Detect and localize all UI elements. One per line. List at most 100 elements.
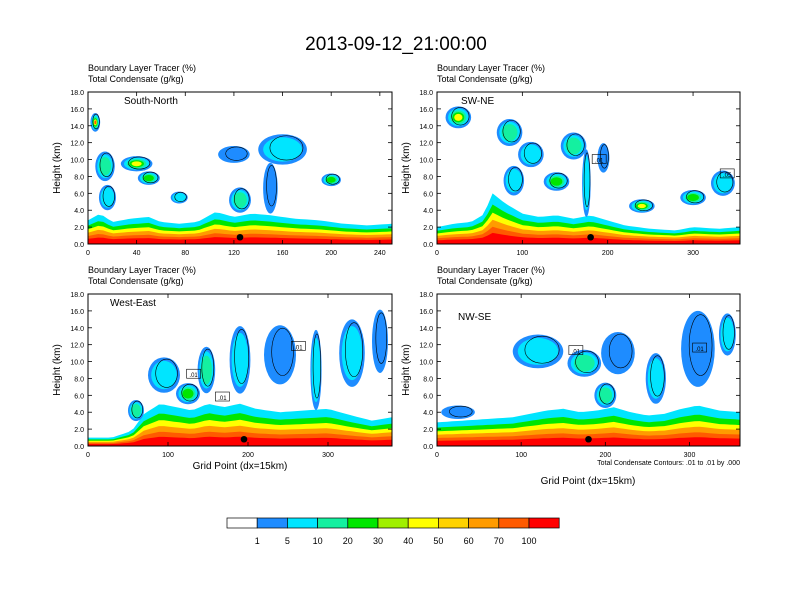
panel-title: West-East [110, 298, 156, 309]
colorbar: 1 5 10 20 30 40 50 60 70 100 [226, 517, 560, 546]
tracer-blob [263, 137, 303, 162]
y-tick-label: 18.0 [419, 292, 433, 299]
y-tick-label: 10.0 [70, 158, 84, 165]
tracer-field: .01 .05 [437, 106, 740, 244]
condensate-contour [131, 400, 144, 419]
location-marker [236, 233, 244, 241]
colorbar-label: 30 [373, 536, 383, 546]
panel-title: South-North [124, 96, 178, 107]
y-tick-label: 12.0 [70, 141, 84, 148]
y-tick-label: 12.0 [70, 343, 84, 350]
contour-label-box [719, 168, 735, 179]
boundary-layer-band [88, 237, 392, 244]
plot-frame [87, 91, 393, 245]
condensate-contour [102, 185, 115, 207]
condensate-contour [549, 172, 568, 189]
y-tick-label: 4.0 [423, 208, 433, 215]
y-tick-label: 14.0 [70, 124, 84, 131]
condensate-contour [451, 107, 470, 126]
y-tick-label: 16.0 [419, 309, 433, 316]
x-tick-label: 300 [322, 452, 334, 459]
tracer-blob [573, 354, 595, 372]
colorbar-swatch [407, 517, 439, 529]
tracer-blob [550, 177, 563, 186]
panel-label-condensate: Total Condensate (g/kg) [88, 276, 184, 286]
condensate-contour [523, 142, 542, 164]
x-tick-label: 200 [602, 250, 614, 257]
y-tick-label: 18.0 [419, 90, 433, 97]
tracer-blob [597, 143, 610, 173]
tracer-blob [441, 405, 475, 419]
x-tick-label: 120 [228, 250, 240, 257]
colorbar-label: 40 [403, 536, 413, 546]
location-marker [585, 435, 592, 443]
x-tick-label: 40 [133, 250, 141, 257]
condensate-contour [269, 135, 304, 161]
colorbar-label: 1 [255, 536, 260, 546]
y-tick-label: 10.0 [419, 158, 433, 165]
y-tick-label: 8.0 [74, 174, 84, 181]
colorbar-swatch [498, 517, 530, 529]
axes: 0.0 2.0 4.0 6.0 8.0 10.0 12.0 14.0 16.0 18.0 0 40 80… [70, 90, 392, 257]
condensate-contour [686, 190, 705, 204]
condensate-contour [650, 355, 665, 397]
condensate-contour [225, 146, 248, 161]
condensate-contour [722, 315, 735, 350]
condensate-contour [502, 120, 521, 143]
panel-title: SW-NE [461, 96, 494, 107]
colorbar-swatch [377, 517, 409, 529]
tracer-blob [565, 137, 582, 155]
condensate-contour [271, 327, 294, 376]
y-axis-label: Height (km) [401, 344, 412, 396]
tracer-blob [233, 192, 247, 208]
tracer-blob [517, 337, 559, 365]
panel-west-east: Boundary Layer Tracer (%) Total Condensa… [52, 265, 393, 472]
tracer-blob [182, 388, 194, 399]
condensate-contour [266, 165, 277, 207]
panel-title: NW-SE [458, 312, 491, 323]
colorbar-swatch [256, 517, 288, 529]
tracer-blob [454, 113, 463, 121]
condensate-contour [142, 171, 159, 184]
tracer-blob [372, 309, 388, 373]
y-tick-label: 16.0 [419, 107, 433, 114]
condensate-contour [634, 199, 653, 212]
tracer-blob [200, 355, 212, 385]
colorbar-label: 20 [343, 536, 353, 546]
condensate-contour [345, 322, 364, 378]
plot-frame [436, 293, 741, 447]
y-tick-label: 14.0 [419, 124, 433, 131]
tracer-blob [637, 203, 646, 209]
y-tick-label: 4.0 [74, 410, 84, 417]
contour-label-box [692, 342, 707, 353]
condensate-contour [575, 350, 599, 374]
contour-label-text: .01 [294, 345, 303, 351]
x-axis-label: Grid Point (dx=15km) [193, 461, 288, 472]
contour-label-text: .01 [595, 159, 604, 165]
contour-label-text: .01 [218, 396, 227, 402]
condensate-contour [325, 173, 340, 185]
location-marker [240, 435, 248, 443]
y-tick-label: 4.0 [74, 208, 84, 215]
contour-label-text: .01 [572, 350, 581, 356]
condensate-contour [688, 314, 713, 376]
x-tick-label: 0 [86, 250, 90, 257]
condensate-contour [599, 383, 615, 405]
condensate-contour [375, 312, 388, 364]
colorbar-label: 10 [313, 536, 323, 546]
x-tick-label: 300 [684, 452, 696, 459]
condensate-contour [566, 133, 585, 156]
panel-nw-se: Boundary Layer Tracer (%) Total Condensa… [401, 265, 741, 487]
x-tick-label: 0 [435, 452, 439, 459]
x-tick-label: 100 [515, 452, 527, 459]
x-tick-label: 240 [374, 250, 386, 257]
y-tick-label: 2.0 [74, 427, 84, 434]
y-tick-label: 0.0 [423, 242, 433, 249]
colorbar-label: 60 [464, 536, 474, 546]
panel-label-tracer: Boundary Layer Tracer (%) [437, 63, 545, 73]
colorbar-label: 50 [433, 536, 443, 546]
panel-sw-ne: Boundary Layer Tracer (%) Total Condensa… [401, 63, 741, 257]
x-tick-label: 200 [599, 452, 611, 459]
contour-note: Total Condensate Contours: .01 to .01 by… [597, 460, 740, 467]
contour-label: .01 [591, 154, 607, 165]
